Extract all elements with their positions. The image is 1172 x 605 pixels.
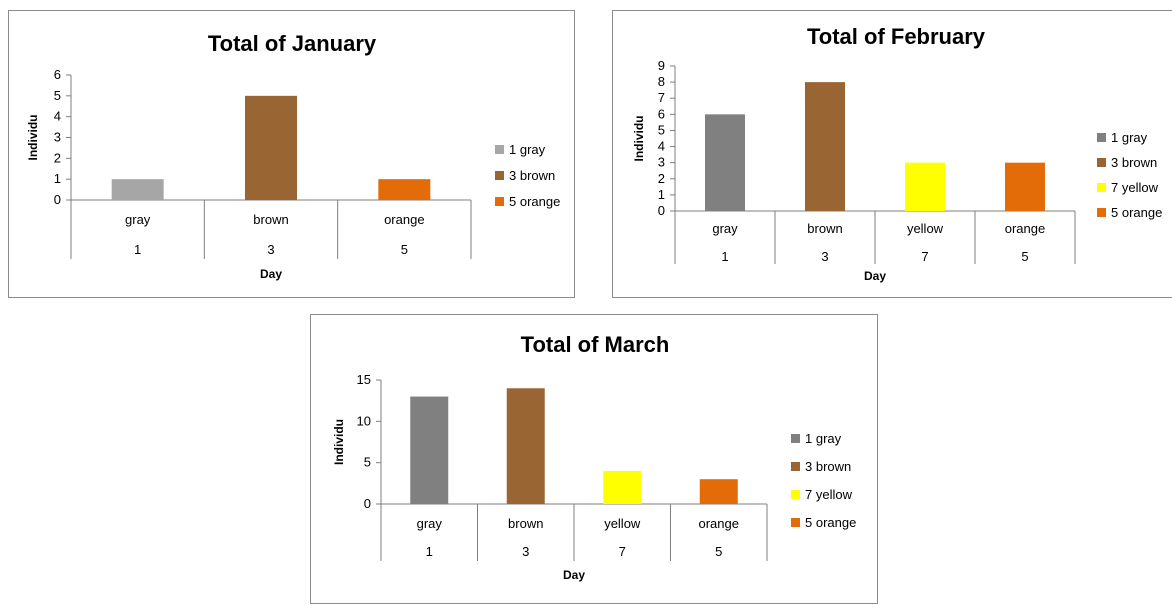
day-label: 3 (267, 242, 274, 257)
bar-yellow (905, 162, 945, 211)
y-tick-label: 9 (658, 58, 665, 73)
category-label: orange (384, 212, 424, 227)
y-tick-label: 8 (658, 74, 665, 89)
day-label: 5 (401, 242, 408, 257)
legend-swatch (791, 462, 800, 471)
y-tick-label: 3 (658, 155, 665, 170)
y-tick-label: 10 (357, 413, 371, 428)
y-tick-label: 4 (54, 109, 61, 124)
bar-yellow (603, 470, 642, 504)
day-label: 1 (721, 249, 728, 264)
y-tick-label: 6 (658, 106, 665, 121)
day-label: 5 (715, 544, 722, 559)
y-axis-title: Individu (632, 116, 646, 162)
category-label: gray (125, 212, 151, 227)
chart-march: Total of March 0 5 10 15 Individu gray 1 brown 3 y… (310, 314, 878, 604)
legend-swatch (791, 490, 800, 499)
legend-swatch (791, 518, 800, 527)
y-axis-title: Individu (26, 115, 40, 161)
bar-brown (245, 95, 297, 200)
legend-label: 3 brown (805, 459, 851, 474)
category-label: gray (712, 221, 738, 236)
y-tick-label: 0 (54, 192, 61, 207)
chart-title: Total of January (208, 31, 377, 56)
legend-label: 5 orange (805, 515, 856, 530)
day-label: 5 (1021, 249, 1028, 264)
day-label: 3 (821, 249, 828, 264)
y-tick-label: 7 (658, 90, 665, 105)
chart-title: Total of February (807, 24, 986, 49)
bar-gray (410, 396, 449, 504)
legend-swatch (495, 145, 504, 154)
legend-label: 5 orange (1111, 205, 1162, 220)
category-label: gray (417, 516, 443, 531)
y-tick-label: 4 (658, 139, 665, 154)
chart-january: Total of January 0 1 2 3 4 5 6 Individu gray 1 brow… (8, 10, 575, 298)
legend-swatch (495, 197, 504, 206)
y-axis-title: Individu (332, 419, 346, 465)
bar-gray (111, 179, 164, 200)
y-tick-label: 5 (54, 88, 61, 103)
day-label: 1 (134, 242, 141, 257)
y-tick-label: 5 (364, 455, 371, 470)
bar-gray (705, 114, 745, 211)
category-label: orange (1005, 221, 1045, 236)
day-label: 7 (921, 249, 928, 264)
category-label: yellow (604, 516, 641, 531)
category-label: brown (807, 221, 842, 236)
y-tick-label: 1 (54, 171, 61, 186)
bar-orange (699, 479, 738, 504)
legend-swatch (1097, 133, 1106, 142)
x-axis-title: Day (260, 267, 282, 281)
chart-march-svg: Total of March 0 5 10 15 Individu gray 1 brown 3 y… (332, 332, 856, 582)
bar-orange (378, 179, 431, 200)
chart-january-svg: Total of January 0 1 2 3 4 5 6 Individu gray 1 brow… (26, 31, 560, 281)
legend-swatch (1097, 158, 1106, 167)
day-label: 3 (522, 544, 529, 559)
day-label: 7 (619, 544, 626, 559)
legend-label: 1 gray (1111, 130, 1148, 145)
bar-orange (1005, 162, 1045, 211)
legend-label: 7 yellow (1111, 180, 1159, 195)
y-tick-label: 6 (54, 67, 61, 82)
day-label: 1 (426, 544, 433, 559)
category-label: brown (253, 212, 288, 227)
category-label: orange (699, 516, 739, 531)
legend-swatch (791, 434, 800, 443)
legend-label: 1 gray (805, 431, 842, 446)
y-tick-label: 1 (658, 187, 665, 202)
y-tick-label: 0 (658, 203, 665, 218)
chart-february: Total of February 0 1 2 3 4 5 6 7 8 9 Individu gray 1… (612, 10, 1172, 298)
legend-swatch (495, 171, 504, 180)
y-tick-label: 2 (54, 150, 61, 165)
legend-label: 3 brown (509, 168, 555, 183)
x-axis-title: Day (563, 568, 585, 582)
legend-swatch (1097, 208, 1106, 217)
y-tick-label: 2 (658, 171, 665, 186)
chart-title: Total of March (521, 332, 670, 357)
legend-swatch (1097, 183, 1106, 192)
legend-label: 5 orange (509, 194, 560, 209)
category-label: yellow (907, 221, 944, 236)
chart-february-svg: Total of February0123456789Individugray1… (632, 24, 1162, 283)
y-tick-label: 3 (54, 130, 61, 145)
y-tick-label: 15 (357, 372, 371, 387)
legend-label: 3 brown (1111, 155, 1157, 170)
y-tick-label: 0 (364, 496, 371, 511)
category-label: brown (508, 516, 543, 531)
bar-brown (506, 388, 545, 504)
y-tick-label: 5 (658, 122, 665, 137)
x-axis-title: Day (864, 269, 886, 283)
bar-brown (805, 82, 845, 211)
legend-label: 7 yellow (805, 487, 853, 502)
legend-label: 1 gray (509, 142, 546, 157)
